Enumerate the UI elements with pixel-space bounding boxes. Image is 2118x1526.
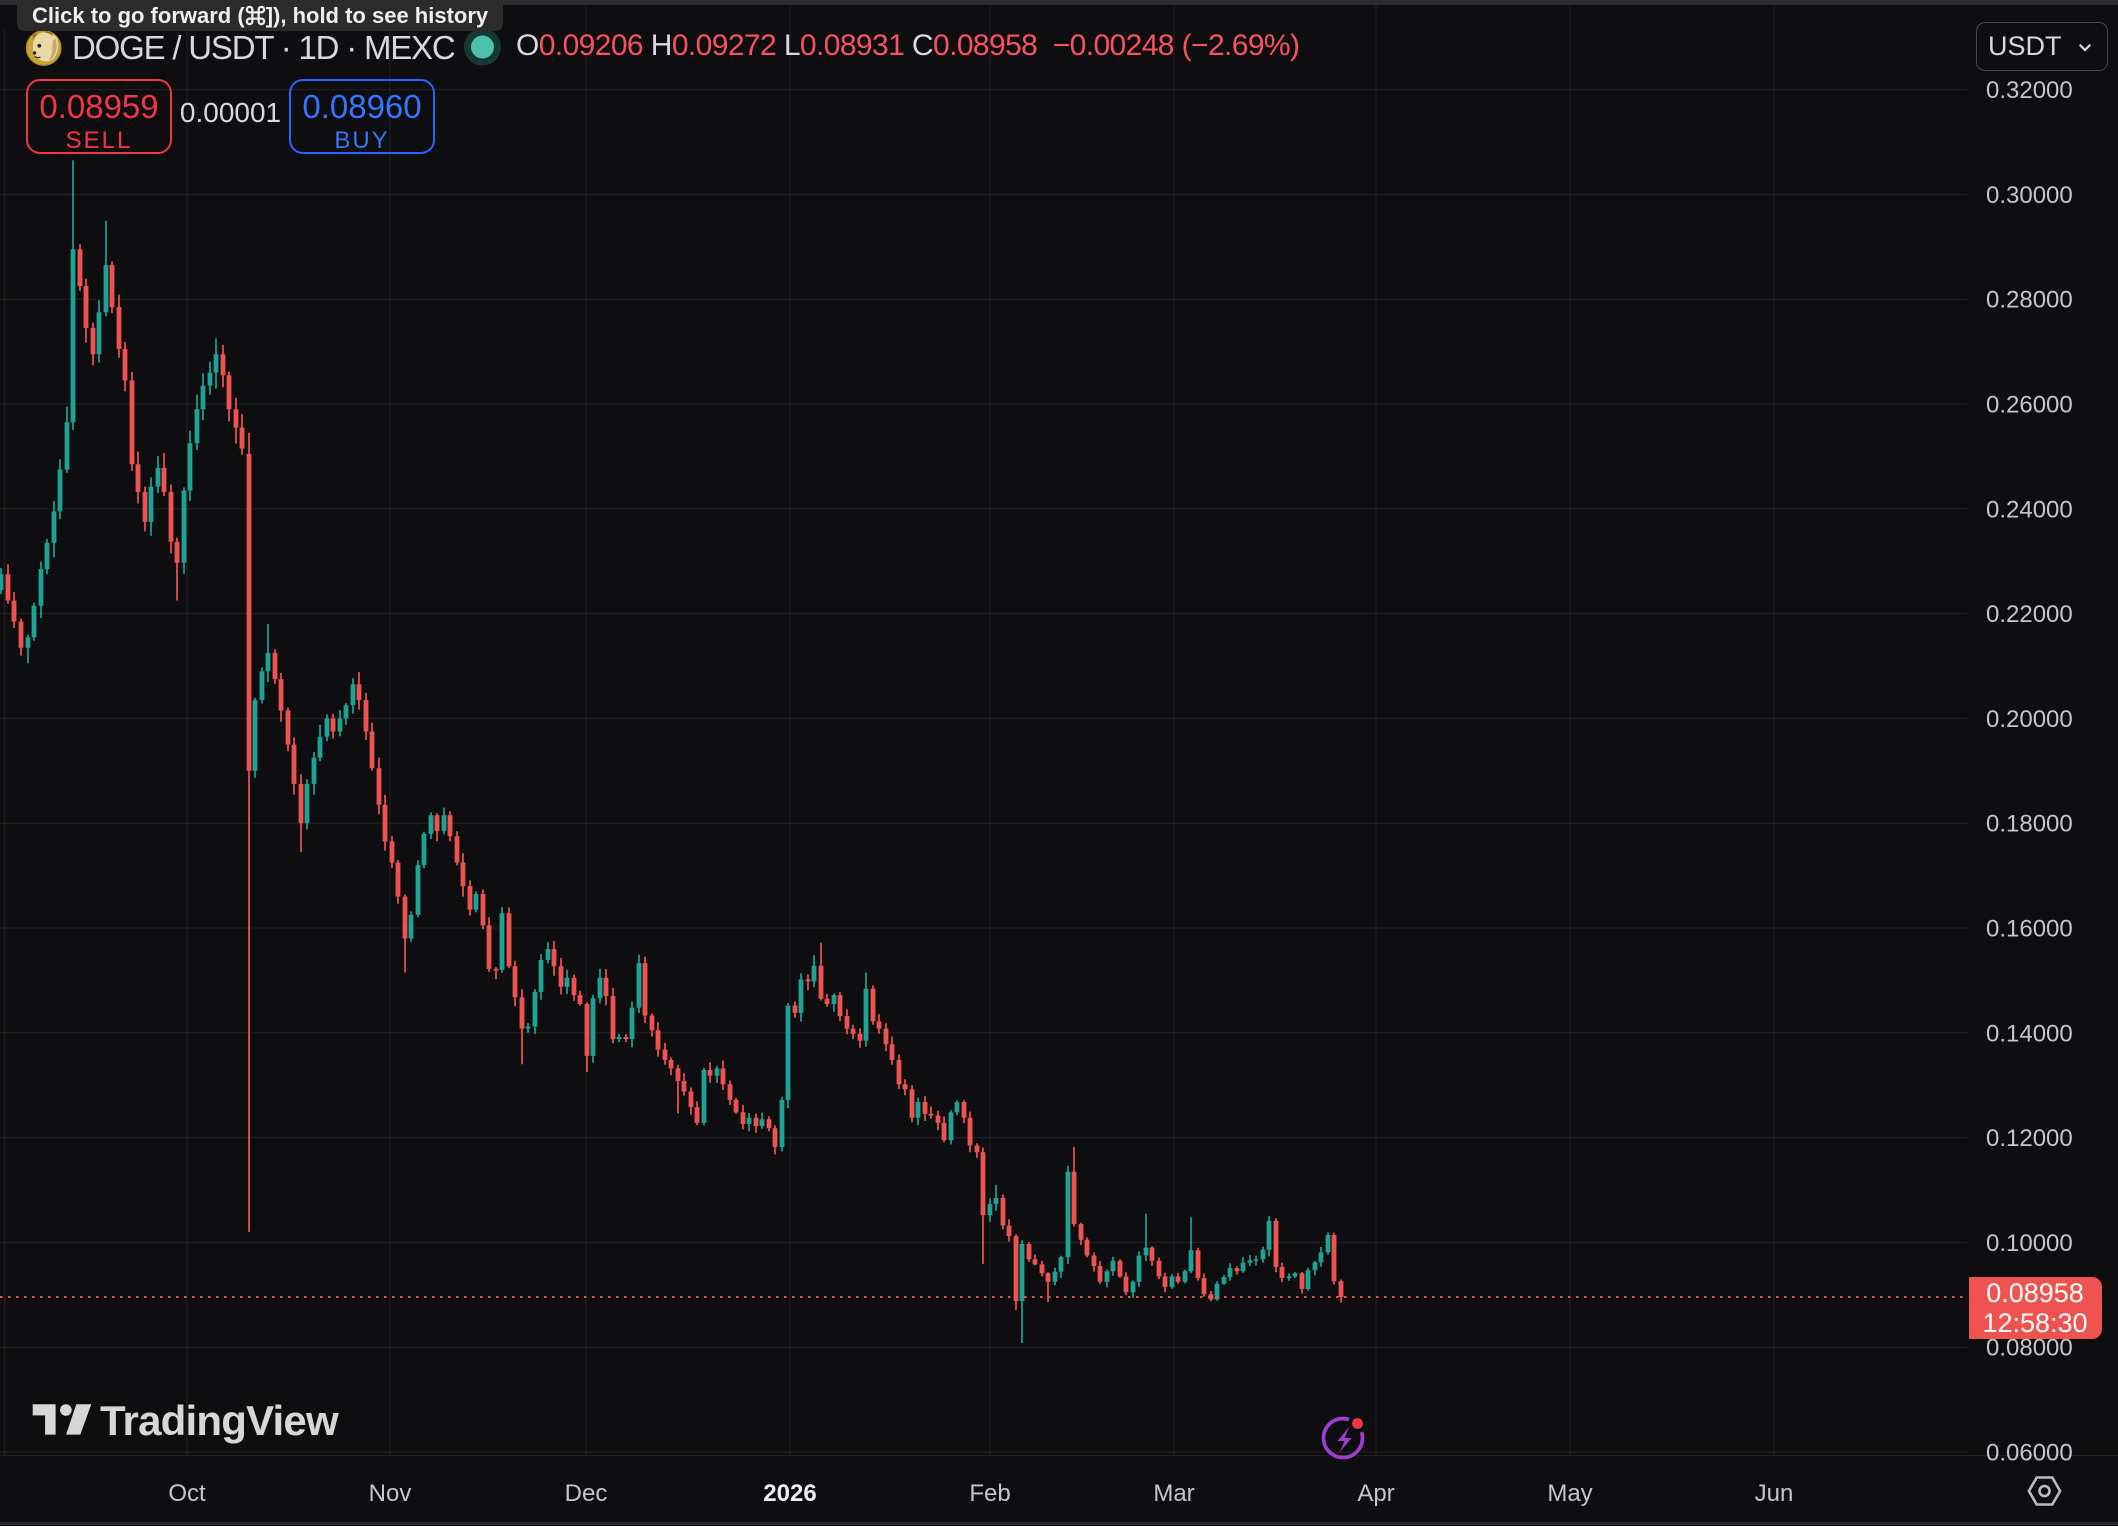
svg-text:Apr: Apr (1357, 1480, 1394, 1507)
svg-text:0.26000: 0.26000 (1986, 392, 2073, 419)
svg-text:0.08958: 0.08958 (1986, 1278, 2084, 1308)
svg-text:0.30000: 0.30000 (1986, 182, 2073, 209)
svg-text:0.18000: 0.18000 (1986, 811, 2073, 838)
svg-text:0.22000: 0.22000 (1986, 601, 2073, 628)
svg-text:Oct: Oct (168, 1480, 206, 1507)
svg-text:May: May (1547, 1480, 1592, 1507)
svg-text:0.08000: 0.08000 (1986, 1335, 2073, 1362)
svg-text:0.14000: 0.14000 (1986, 1020, 2073, 1047)
svg-text:0.06000: 0.06000 (1986, 1440, 2073, 1467)
svg-text:Mar: Mar (1153, 1480, 1194, 1507)
svg-text:Jun: Jun (1755, 1480, 1794, 1507)
svg-text:12:58:30: 12:58:30 (1982, 1308, 2087, 1338)
svg-text:0.24000: 0.24000 (1986, 496, 2073, 523)
svg-text:Dec: Dec (565, 1480, 608, 1507)
svg-text:TradingView: TradingView (100, 1397, 339, 1444)
svg-text:2026: 2026 (763, 1480, 816, 1507)
svg-text:Feb: Feb (969, 1480, 1010, 1507)
svg-text:0.12000: 0.12000 (1986, 1125, 2073, 1152)
svg-text:0.16000: 0.16000 (1986, 916, 2073, 943)
svg-text:0.20000: 0.20000 (1986, 706, 2073, 733)
svg-text:0.10000: 0.10000 (1986, 1230, 2073, 1257)
svg-text:Nov: Nov (369, 1480, 412, 1507)
svg-text:0.32000: 0.32000 (1986, 77, 2073, 104)
svg-text:0.28000: 0.28000 (1986, 287, 2073, 314)
